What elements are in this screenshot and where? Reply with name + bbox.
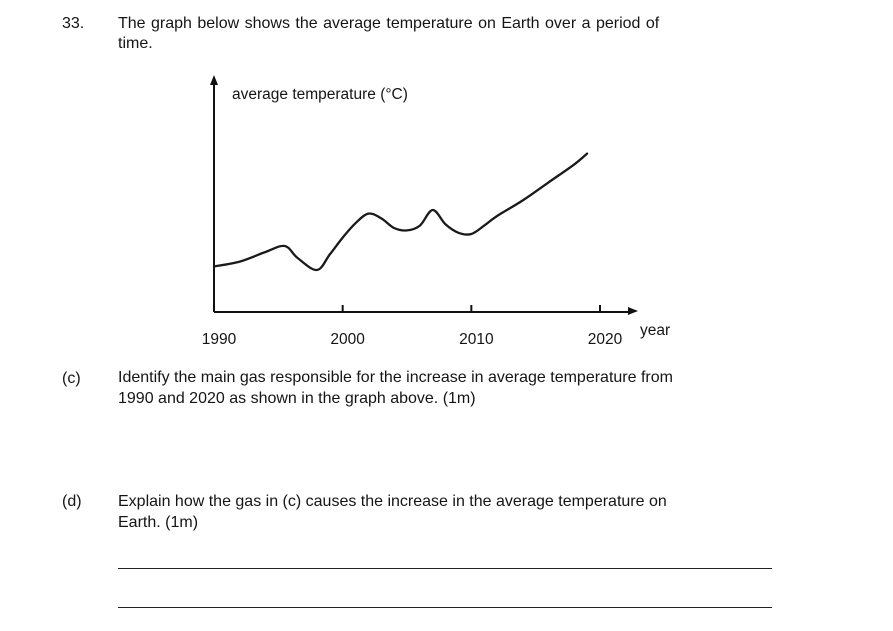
- part-c-line-1: Identify the main gas responsible for th…: [118, 369, 673, 386]
- part-d-line-1: Explain how the gas in (c) causes the in…: [118, 493, 667, 510]
- temperature-series-line: [212, 152, 589, 272]
- question-stem-line-2: time.: [118, 35, 153, 52]
- temperature-graph: average temperature (°C) year 1990 2000 20…: [202, 75, 670, 348]
- part-c-line-2: 1990 and 2020 as shown in the graph abov…: [118, 390, 476, 407]
- x-tick-label-2010: 2010: [459, 331, 494, 348]
- question-stem-line-1: The graph below shows the average temper…: [118, 15, 660, 32]
- y-axis-arrowhead: [210, 75, 218, 85]
- y-axis-label: average temperature (°C): [232, 86, 408, 103]
- x-axis-label: year: [640, 322, 670, 339]
- answer-line-1[interactable]: [118, 568, 772, 569]
- x-tick-labels: 1990 2000 2010 2020: [202, 331, 623, 348]
- x-ticks: [341, 305, 601, 312]
- answer-line-2[interactable]: [118, 607, 772, 608]
- y-axis: [210, 75, 218, 312]
- temperature-points: [214, 154, 587, 270]
- x-tick-label-2020: 2020: [588, 331, 623, 348]
- question-number: 33.: [62, 15, 85, 32]
- x-tick-label-1990: 1990: [202, 331, 237, 348]
- part-c-label: (c): [62, 370, 81, 387]
- x-axis: [214, 307, 638, 315]
- part-d-label: (d): [62, 493, 82, 510]
- x-tick-label-2000: 2000: [330, 331, 365, 348]
- x-axis-arrowhead: [628, 307, 638, 315]
- part-d-line-2: Earth. (1m): [118, 514, 199, 531]
